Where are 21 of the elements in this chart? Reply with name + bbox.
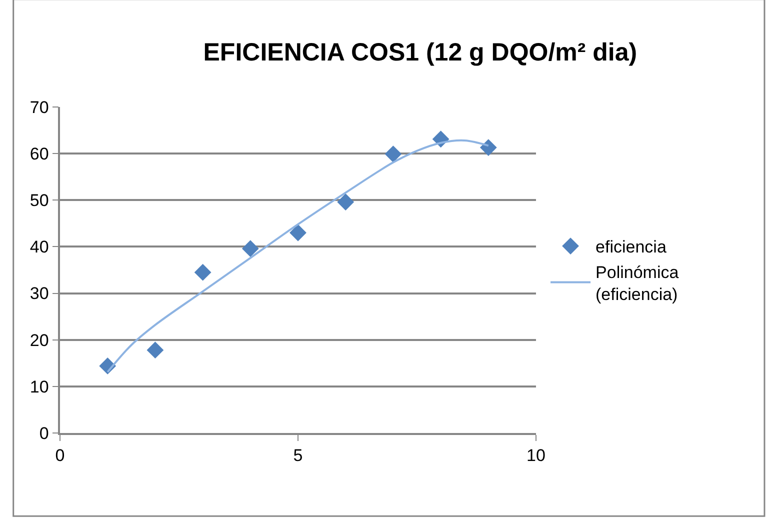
point xyxy=(290,224,306,242)
y-tick-label: 30 xyxy=(30,284,49,304)
y-tick-label: 40 xyxy=(30,238,49,257)
point xyxy=(146,342,164,359)
x-tick-label: 0 xyxy=(55,446,65,466)
point xyxy=(480,139,497,156)
y-tick-label: 0 xyxy=(39,424,49,443)
y-tick-label: 70 xyxy=(30,98,49,117)
point xyxy=(242,240,259,258)
legend-label: eficiencia xyxy=(596,238,667,257)
y-tick-label: 60 xyxy=(30,144,49,164)
x-tick-label: 10 xyxy=(526,446,546,466)
x-tick-label: 5 xyxy=(293,446,303,466)
y-tick-label: 20 xyxy=(30,330,49,350)
point xyxy=(337,194,354,210)
y-tick-label: 10 xyxy=(30,377,49,396)
legend-label: Polinómica (eficiencia) xyxy=(596,262,680,304)
chart-title: EFICIENCIA COS1 (12 g DQO/m² dia) xyxy=(203,38,638,67)
point xyxy=(194,264,212,281)
y-tick-label: 50 xyxy=(30,191,49,210)
point xyxy=(384,146,402,162)
